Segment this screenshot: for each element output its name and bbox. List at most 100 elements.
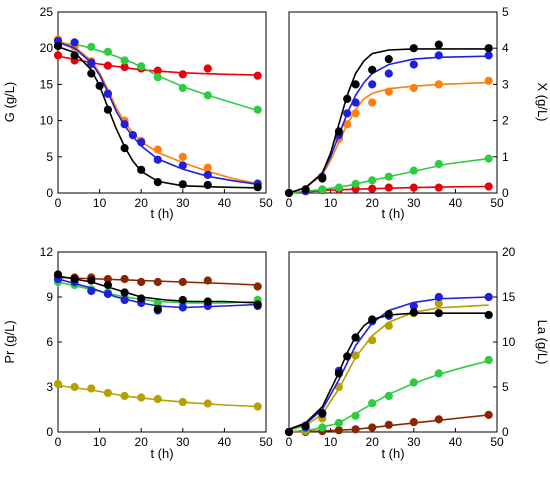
y-tick-label: 10 xyxy=(502,335,516,349)
data-point xyxy=(334,418,343,428)
data-point xyxy=(120,274,129,284)
data-point xyxy=(120,120,129,129)
data-point xyxy=(409,44,418,53)
series-4 xyxy=(53,36,262,188)
data-point xyxy=(409,166,418,175)
data-point xyxy=(409,183,418,192)
data-point xyxy=(203,64,212,73)
data-point xyxy=(137,277,146,287)
y-tick-label: 0 xyxy=(502,425,509,439)
data-point xyxy=(87,42,96,51)
data-point xyxy=(384,183,393,192)
x-tick-label: 0 xyxy=(286,435,293,449)
data-point xyxy=(284,188,294,198)
series-5 xyxy=(284,308,493,437)
data-point xyxy=(484,310,493,320)
data-point xyxy=(153,145,162,154)
data-point xyxy=(87,69,96,78)
data-point xyxy=(87,58,96,67)
y-tick-label: 15 xyxy=(40,77,54,91)
data-point xyxy=(153,73,162,82)
data-point xyxy=(434,309,443,318)
x-tick-label: 20 xyxy=(366,196,380,210)
data-point xyxy=(203,91,212,100)
data-point xyxy=(87,384,96,393)
data-point xyxy=(384,55,393,64)
y-axis-label: G (g/L) xyxy=(2,82,17,122)
data-point xyxy=(343,352,352,361)
data-point xyxy=(318,185,327,194)
data-point xyxy=(368,423,377,432)
y-tick-label: 25 xyxy=(40,5,54,19)
data-point xyxy=(368,176,377,185)
data-point xyxy=(434,292,443,302)
x-tick-label: 30 xyxy=(176,435,190,449)
data-point xyxy=(301,185,310,194)
data-point xyxy=(178,70,187,79)
data-point xyxy=(334,369,343,378)
x-tick-label: 0 xyxy=(55,435,62,449)
data-point xyxy=(368,65,377,75)
data-point xyxy=(368,184,377,193)
data-point xyxy=(153,304,162,314)
data-point xyxy=(434,415,443,424)
y-tick-label: 4 xyxy=(502,41,509,55)
x-tick-label: 10 xyxy=(324,196,338,210)
data-point xyxy=(87,276,96,285)
data-point xyxy=(253,282,262,291)
x-tick-label: 20 xyxy=(366,435,380,449)
data-point xyxy=(434,183,443,192)
data-point xyxy=(53,51,63,60)
data-point xyxy=(434,40,443,49)
x-tick-label: 10 xyxy=(324,435,338,449)
x-tick-label: 50 xyxy=(490,196,504,210)
data-point xyxy=(384,310,393,319)
fit-line xyxy=(288,157,489,194)
data-point xyxy=(334,183,343,192)
fit-line xyxy=(57,41,258,112)
y-tick-label: 0 xyxy=(502,186,509,200)
x-axis-label: t (h) xyxy=(381,206,404,221)
data-point xyxy=(284,427,294,437)
data-point xyxy=(351,109,360,118)
x-tick-label: 30 xyxy=(407,435,421,449)
data-point xyxy=(53,379,63,389)
data-point xyxy=(70,382,79,392)
data-point xyxy=(409,60,418,69)
data-point xyxy=(351,98,360,107)
y-tick-label: 0 xyxy=(46,425,53,439)
data-point xyxy=(334,127,343,136)
data-point xyxy=(343,94,352,104)
x-tick-label: 20 xyxy=(135,435,149,449)
data-point xyxy=(384,391,393,401)
data-point xyxy=(351,80,360,89)
data-point xyxy=(368,399,377,408)
y-tick-label: 20 xyxy=(502,245,516,259)
y-tick-label: 1 xyxy=(502,150,509,164)
data-point xyxy=(351,351,360,360)
y-tick-label: 0 xyxy=(46,186,53,200)
data-point xyxy=(153,394,162,404)
data-point xyxy=(203,276,212,285)
x-axis-label: t (h) xyxy=(150,206,173,221)
x-tick-label: 50 xyxy=(490,435,504,449)
data-point xyxy=(351,179,360,188)
data-point xyxy=(103,61,113,70)
data-point xyxy=(128,131,137,140)
data-point xyxy=(137,165,146,174)
data-point xyxy=(343,109,352,118)
data-point xyxy=(409,308,418,317)
data-point xyxy=(178,295,187,305)
data-point xyxy=(484,154,493,163)
data-point xyxy=(484,182,493,191)
x-tick-label: 10 xyxy=(93,196,107,210)
series-5 xyxy=(284,40,493,198)
y-tick-label: 9 xyxy=(46,290,53,304)
data-point xyxy=(301,421,310,430)
data-point xyxy=(351,425,360,434)
x-axis-label: t (h) xyxy=(150,446,173,461)
y-tick-label: 2 xyxy=(502,114,509,128)
data-point xyxy=(434,159,443,169)
series-3 xyxy=(53,35,262,189)
